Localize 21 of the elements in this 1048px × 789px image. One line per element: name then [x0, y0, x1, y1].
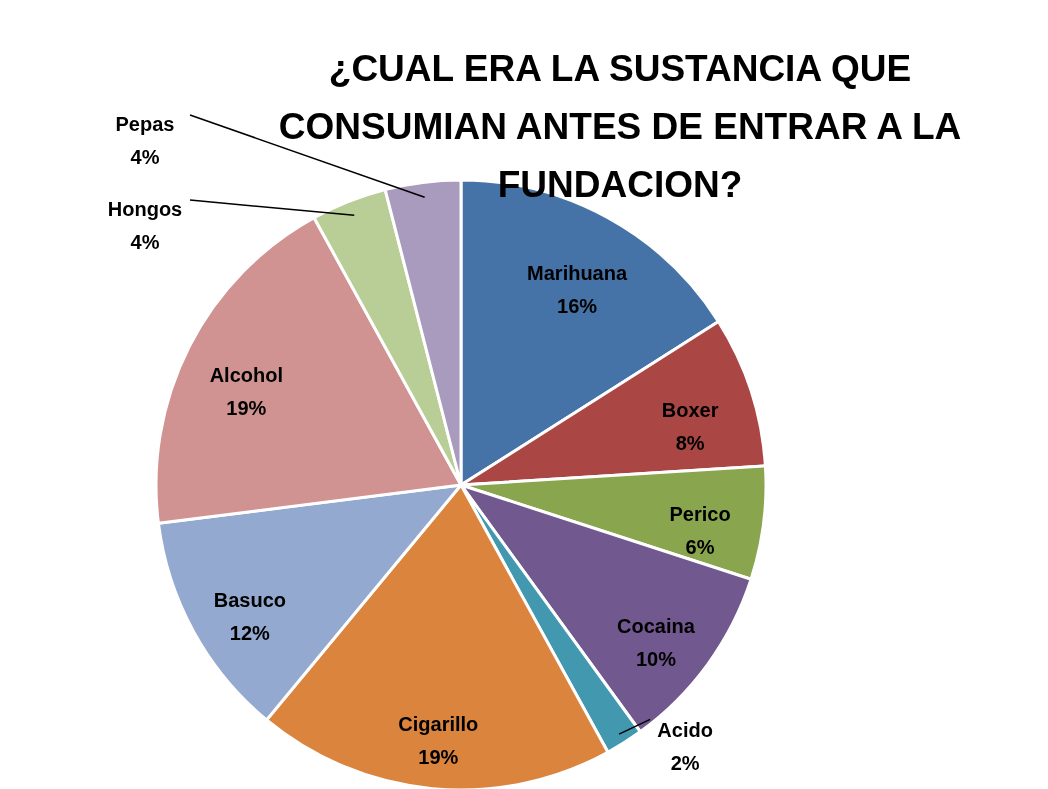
slice-label: Boxer [661, 398, 719, 421]
data-label: 2% [670, 752, 700, 775]
data-label: 6% [685, 536, 715, 559]
data-label: 12% [229, 622, 271, 645]
slice-label: Cocaina [617, 614, 696, 637]
slice-label: Acido [657, 719, 713, 742]
data-label: 4% [130, 146, 160, 168]
slice-label: Alcohol [209, 363, 283, 386]
slice-label: Basuco [213, 589, 286, 612]
data-label: 19% [226, 396, 267, 419]
data-label: 16% [557, 294, 598, 317]
slice-label: Hongos [107, 198, 183, 220]
slice-label: Cigarillo [398, 712, 479, 735]
data-label: 19% [418, 745, 459, 768]
slice-label: Pepas [115, 113, 175, 135]
data-label: 8% [675, 431, 705, 454]
data-label: 4% [130, 231, 160, 253]
slice-label: Perico [669, 503, 731, 526]
chart-title: ¿CUAL ERA LA SUSTANCIA QUE CONSUMIAN ANTES DE ENTRAR A LA FUNDACION? [278, 48, 962, 205]
data-label: 10% [635, 647, 677, 670]
slice-label: Marihuana [527, 261, 628, 284]
